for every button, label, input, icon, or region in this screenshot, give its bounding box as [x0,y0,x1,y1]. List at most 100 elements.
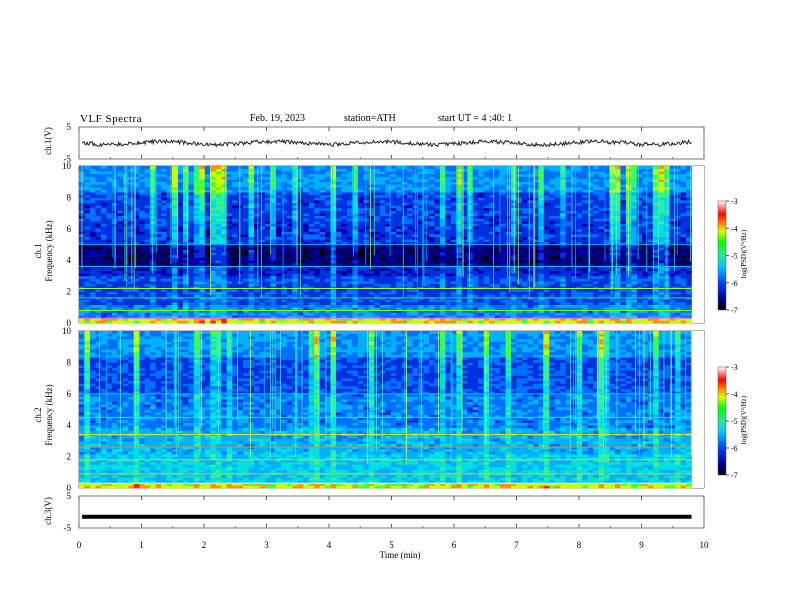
ch1-spectrogram-cell [412,291,419,295]
ch1-spectrogram-cell [379,249,386,253]
ch1-spectrogram-cell [636,257,643,261]
ch1-spectrogram-cell [363,275,370,279]
ch1-spectrogram-cell [516,220,523,224]
ch1-spectrogram-cell [166,260,173,264]
ch1-spectrogram-cell [620,281,627,285]
ch1-spectrogram-cell [604,302,610,305]
ch1-spectrogram-cell [401,236,408,240]
ch1-spectrogram-cell [472,220,479,224]
ch1-spectrogram-cell [139,220,145,224]
ch1-spectrogram-cell [226,304,233,308]
ch1-spectrogram-cell [182,260,189,264]
ch1-spectrogram-cell [303,286,309,290]
ch1-spectrogram-cell [292,247,299,251]
ch1-spectrogram-cell [319,281,326,285]
ch1-spectrogram-cell [150,247,156,251]
ch1-spectrogram-cell [275,220,282,224]
ch1-spectrogram-cell [543,220,550,224]
ch1-spectrogram-cell [368,234,375,237]
ch1-spectrogram-cell [314,294,320,298]
ch1-spectrogram-cell [363,223,370,227]
ch1-spectrogram-cell [483,223,490,227]
ch1-spectrogram-cell [527,244,534,248]
ch1-spectrogram-cell [122,288,129,292]
ch1-spectrogram-cell [450,226,457,230]
ch1-spectrogram-cell [423,268,430,271]
ch1-spectrogram-cell [270,260,277,264]
ch1-spectrogram-cell [161,309,167,313]
ch1-spectrogram-cell [336,275,342,279]
ch1-spectrogram-cell [521,249,528,253]
ch1-spectrogram-cell [259,286,266,290]
ch1-spectrogram-cell [461,312,468,316]
ch1-spectrogram-cell [221,270,227,274]
ch1-spectrogram-cell [95,257,102,261]
ch1-spectrogram-cell [505,226,512,230]
ch1-spectrogram-cell [407,244,413,248]
ch1-spectrogram-cell [576,312,583,316]
ch1-spectrogram-cell [587,244,594,248]
ch1-spectrogram-cell [593,268,599,271]
ch1-spectrogram-cell [604,288,610,292]
ch1-spectrogram-cell [188,218,195,222]
ch1-spectrogram-cell [308,270,315,274]
ch1-spectrogram-cell [532,291,539,295]
ch1-spectrogram-cell [254,239,260,243]
ch1-spectrogram-cell [500,291,506,295]
ch1-spectrogram-cell [467,320,474,324]
ch1-spectrogram-cell [330,239,337,243]
ch1-spectrogram-cell [139,273,145,277]
ch1-spectrogram-cell [150,257,156,261]
ch1-spectrogram-cell [248,252,255,256]
ch1-spectrogram-cell [549,213,556,217]
ch1-spectrogram-cell [620,309,627,313]
ch1-spectrogram-cell [472,247,479,251]
ch1-spectrogram-cell [155,317,162,321]
ch1-spectrogram-cell [357,304,364,308]
ch1-spectrogram-cell [565,218,572,222]
ch1-spectrogram-cell [385,260,392,264]
ch1-spectrogram-cell [500,315,506,319]
ch1-spectrogram-cell [647,239,654,243]
ch1-spectrogram-cell [182,210,189,214]
ch1-spectrogram-cell [680,241,687,245]
ch1-spectrogram-cell [483,210,490,214]
ch1-spectrogram-cell [439,223,446,227]
ch1-spectrogram-cell [308,231,315,235]
ch1-spectrogram-cell [308,294,315,298]
ch1-spectrogram-cell [171,234,178,237]
ch1-spectrogram-cell [511,320,517,324]
ch1-spectrogram-cell [587,312,594,316]
ch1-spectrogram-cell [374,299,381,303]
ch1-spectrogram-cell [166,247,173,251]
ch1-spectrogram-cell [150,278,156,282]
ch1-spectrogram-cell [521,234,528,237]
ch1-spectrogram-cell [467,283,474,287]
ch1-spectrogram-cell [177,249,184,253]
ch1-spectrogram-cell [543,223,550,227]
ch1-spectrogram-cell [653,234,659,237]
ch1-spectrogram-cell [390,273,397,277]
ch1-spectrogram-cell [647,299,654,303]
ch1-spectrogram-cell [636,286,643,290]
ch1-spectrogram-cell [467,315,474,319]
ch1-spectrogram-cell [401,270,408,274]
ch1-spectrogram-cell [483,226,490,230]
ch1-spectrogram-cell [456,260,463,264]
ch1-spectrogram-cell [653,307,659,311]
ch1-spectrogram-cell [407,215,413,219]
ch1-spectrogram-cell [658,302,665,305]
ch1-spectrogram-cell [133,275,140,279]
ch1-spectrogram-cell [248,239,255,243]
ch1-spectrogram-cell [390,262,397,266]
ch1-spectrogram-cell [243,228,249,232]
ch1-spectrogram-cell [527,320,534,324]
ch1-spectrogram-cell [243,215,249,219]
ch1-spectrogram-cell [560,275,567,279]
ch1-spectrogram-cell [237,220,244,224]
ch1-spectrogram-cell [314,210,320,214]
ch1-spectrogram-cell [292,220,299,224]
ch1-spectrogram-cell [303,260,309,264]
ch1-spectrogram-cell [281,231,288,235]
ch1-spectrogram-cell [248,226,255,230]
